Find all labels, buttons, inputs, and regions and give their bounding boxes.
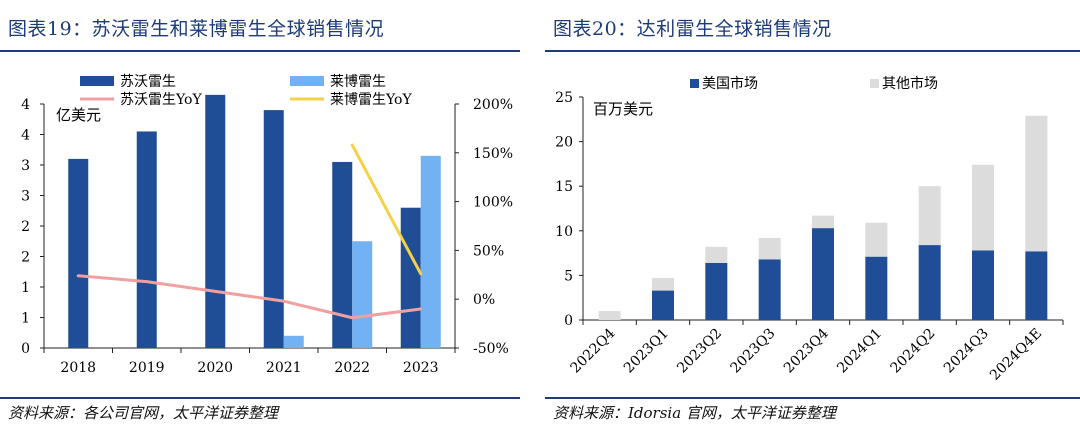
bar-segment	[812, 215, 834, 229]
y-left-tick-label: 3	[21, 189, 30, 205]
y-left-tick-label: 0	[21, 341, 30, 357]
x-tick-label: 2023Q2	[674, 326, 725, 377]
legend-label: 美国市场	[702, 75, 758, 92]
bar-segment	[652, 290, 674, 320]
bar-segment	[865, 256, 888, 320]
bar	[283, 335, 304, 348]
bar-segment	[865, 222, 888, 257]
y-left-tick-label: 2	[21, 250, 30, 266]
y-unit-label: 亿美元	[56, 106, 101, 124]
x-tick-label: 2024Q4E	[987, 326, 1045, 384]
x-tick-label: 2023Q3	[728, 326, 779, 377]
bar	[136, 131, 157, 348]
legend-label: 苏沃雷生	[120, 74, 176, 90]
y-left-tick-label: 4	[21, 128, 30, 144]
x-tick-label: 2018	[60, 360, 96, 376]
bar	[400, 207, 421, 348]
legend-swatch	[290, 76, 324, 86]
stacked-bar-series	[598, 115, 1048, 320]
x-tick-label: 2023Q4	[781, 325, 832, 376]
x-tick-label: 2023	[403, 360, 439, 376]
x-tick-label: 2023Q1	[621, 326, 672, 377]
y-tick-label: 20	[555, 135, 573, 151]
legend-label: 莱博雷生	[330, 73, 386, 90]
right-panel: 图表20：达利雷生全球销售情况 美国市场 其他市场 0 5 10 15 20 25 2022Q…	[545, 0, 1080, 425]
bar-segment	[652, 278, 674, 291]
right-source-rule	[545, 397, 1080, 399]
left-panel: 图表19：苏沃雷生和莱博雷生全球销售情况 苏沃雷生 莱博雷生苏沃雷生YoY 莱博雷生…	[0, 0, 520, 425]
y-right-tick-label: 0%	[473, 292, 495, 308]
bar-segment	[972, 164, 994, 251]
bar-series	[68, 94, 441, 348]
x-tick-label: 2024Q3	[941, 326, 992, 377]
x-tick-label: 2021	[266, 360, 302, 376]
bar	[332, 161, 353, 348]
x-tick-label: 2022	[334, 360, 370, 376]
bar-segment	[918, 245, 941, 320]
left-panel-title: 图表19：苏沃雷生和莱博雷生全球销售情况	[8, 18, 385, 40]
right-panel-title: 图表20：达利雷生全球销售情况	[553, 18, 832, 40]
y-tick-label: 25	[555, 90, 573, 106]
bar	[68, 158, 89, 348]
series-line	[76, 274, 423, 320]
x-tick-label: 2024Q1	[834, 326, 885, 377]
y-left-tick-label: 1	[21, 280, 30, 296]
bar-segment	[812, 228, 834, 320]
series-line	[350, 143, 423, 276]
y-left-tick-label: 3	[21, 158, 30, 174]
x-tick-label: 2019	[129, 360, 165, 376]
y-left-tick-label: 4	[21, 97, 30, 113]
bar	[352, 241, 373, 348]
right-panel-source: 资料来源：Idorsia 官网，太平洋证券整理	[553, 404, 836, 422]
left-source-rule	[0, 397, 520, 399]
legend-swatch	[80, 76, 114, 86]
y-right-tick-label: 100%	[473, 195, 513, 211]
y-left-tick-label: 2	[21, 219, 30, 235]
x-tick-label: 2024Q2	[888, 326, 939, 377]
y-right-tick-label: -50%	[473, 341, 509, 357]
y-right-tick-label: 50%	[473, 243, 504, 259]
bar	[263, 110, 284, 348]
legend-label: 苏沃雷生YoY	[120, 92, 202, 108]
y-tick-label: 0	[564, 313, 573, 329]
y-tick-label: 10	[555, 224, 573, 240]
bar-segment	[972, 250, 994, 320]
y-right-tick-label: 200%	[473, 97, 513, 113]
bar	[420, 155, 441, 348]
legend-swatch	[870, 79, 879, 88]
y-tick-label: 15	[555, 179, 573, 195]
y-right-tick-label: 150%	[473, 146, 513, 162]
right-title-rule	[545, 50, 1080, 52]
chart-legend: 美国市场 其他市场	[690, 75, 938, 92]
bar	[205, 94, 226, 348]
chart-axes: 0 1 1 2 2 3 3 4 4 -50% 0% 50% 100% 150% 200% 2018 2019 20…	[21, 97, 513, 376]
bar-segment	[1025, 115, 1048, 252]
y-left-tick-label: 1	[21, 311, 30, 327]
bar-segment	[758, 259, 781, 320]
bar-segment	[705, 246, 728, 263]
left-title-rule	[0, 50, 520, 52]
line-series	[76, 143, 423, 320]
x-tick-label: 2022Q4	[568, 325, 619, 376]
y-unit-label: 百万美元	[593, 100, 653, 118]
bar-segment	[705, 262, 728, 320]
legend-swatch	[690, 79, 699, 88]
left-panel-source: 资料来源：各公司官网，太平洋证券整理	[8, 404, 279, 422]
y-tick-label: 5	[564, 268, 573, 284]
bar-segment	[918, 186, 941, 246]
bar-segment	[1025, 251, 1048, 320]
bar-segment	[598, 311, 621, 320]
legend-label: 其他市场	[882, 75, 938, 92]
legend-label: 莱博雷生YoY	[330, 91, 412, 108]
bar-segment	[758, 237, 781, 260]
x-tick-label: 2020	[197, 360, 233, 376]
